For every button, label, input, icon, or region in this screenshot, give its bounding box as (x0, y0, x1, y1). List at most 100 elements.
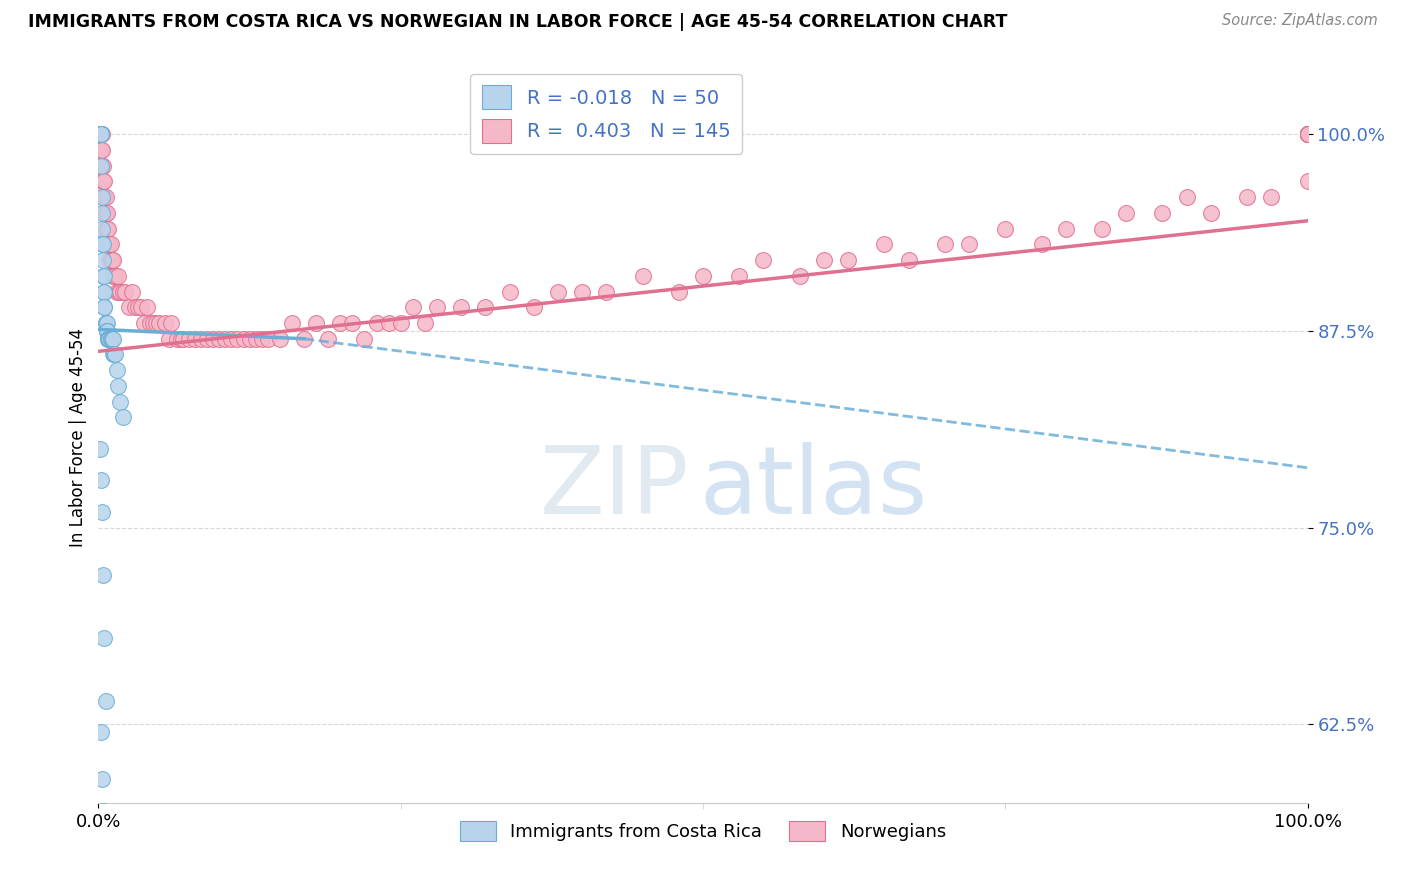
Point (90, 128, 112, 142)
Point (89, 128, 111, 142)
Point (93, 631, 115, 645)
Point (1296, 128, 1319, 142)
Point (121, 285, 143, 299)
Point (692, 268, 714, 283)
Point (1296, 128, 1319, 142)
Point (91, 206, 114, 220)
Point (91, 268, 114, 283)
Point (221, 332, 243, 346)
Point (135, 301, 157, 315)
Point (108, 285, 131, 299)
Point (153, 316, 176, 330)
Point (96, 316, 118, 330)
Legend: Immigrants from Costa Rica, Norwegians: Immigrants from Costa Rica, Norwegians (453, 814, 953, 848)
Point (90, 143, 112, 157)
Point (101, 332, 124, 346)
Point (94, 206, 117, 220)
Point (89, 128, 111, 142)
Point (250, 332, 273, 346)
Point (1296, 128, 1319, 142)
Point (160, 316, 183, 330)
Point (100, 237, 122, 252)
Point (90, 473, 112, 487)
Point (101, 268, 124, 283)
Point (413, 316, 436, 330)
Point (195, 332, 218, 346)
Point (114, 285, 136, 299)
Point (107, 379, 129, 393)
Point (93, 174, 115, 188)
Point (100, 253, 122, 268)
Point (873, 237, 896, 252)
Point (94, 316, 117, 330)
Point (1296, 128, 1319, 142)
Point (107, 268, 129, 283)
Point (90, 725, 112, 739)
Point (1031, 237, 1053, 252)
Point (91, 190, 114, 204)
Point (129, 301, 152, 315)
Point (1199, 206, 1222, 220)
Point (93, 285, 115, 299)
Point (631, 268, 654, 283)
Point (1296, 128, 1319, 142)
Point (93, 268, 115, 283)
Point (269, 332, 291, 346)
Point (139, 316, 162, 330)
Point (90, 128, 112, 142)
Point (100, 332, 122, 346)
Point (1115, 206, 1137, 220)
Point (98, 332, 121, 346)
Point (100, 332, 122, 346)
Point (100, 253, 122, 268)
Point (124, 301, 146, 315)
Point (523, 301, 546, 315)
Point (837, 253, 859, 268)
Point (96, 324, 118, 338)
Point (184, 332, 207, 346)
Point (118, 301, 141, 315)
Point (316, 332, 339, 346)
Point (89, 128, 111, 142)
Point (91, 804, 114, 818)
Point (377, 316, 399, 330)
Point (94, 221, 117, 235)
Point (142, 316, 165, 330)
Point (90, 159, 112, 173)
Point (169, 332, 191, 346)
Point (101, 347, 124, 361)
Point (281, 316, 304, 330)
Point (96, 324, 118, 338)
Point (105, 285, 128, 299)
Point (94, 190, 117, 204)
Point (145, 316, 167, 330)
Point (91, 159, 114, 173)
Point (668, 285, 690, 299)
Point (104, 347, 127, 361)
Point (353, 332, 375, 346)
Point (1236, 190, 1258, 204)
Point (166, 332, 188, 346)
Point (97, 332, 120, 346)
Point (1296, 128, 1319, 142)
Text: atlas: atlas (699, 442, 928, 534)
Point (97, 221, 120, 235)
Point (232, 332, 254, 346)
Point (91, 237, 114, 252)
Point (728, 268, 751, 283)
Point (1296, 128, 1319, 142)
Point (89, 128, 111, 142)
Point (148, 316, 170, 330)
Point (96, 324, 118, 338)
Point (108, 394, 131, 409)
Point (97, 237, 120, 252)
Point (89, 442, 111, 456)
Point (226, 332, 249, 346)
Point (94, 316, 117, 330)
Point (1296, 128, 1319, 142)
Point (103, 347, 125, 361)
Point (91, 190, 114, 204)
Point (1296, 128, 1319, 142)
Point (1296, 128, 1319, 142)
Point (897, 253, 920, 268)
